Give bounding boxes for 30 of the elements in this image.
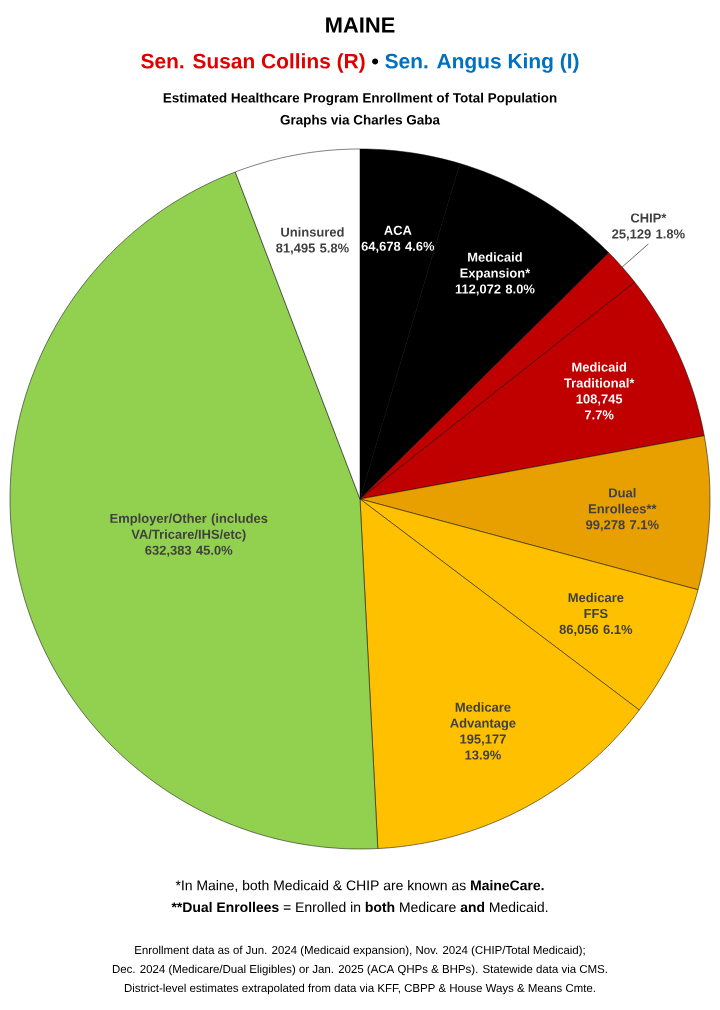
slice-label: Dual Enrollees** <box>588 487 657 514</box>
data-label: 99,278 7.1% <box>586 520 659 532</box>
text: • <box>372 58 379 65</box>
data-label: 112,072 8.0% <box>455 284 535 296</box>
slice-label: Medicaid Expansion* <box>460 252 531 281</box>
slice-label: ACA <box>384 225 412 235</box>
data-label: 81,495 5.8% <box>276 243 349 255</box>
text: Dual Enrollees = Enrolled in both Medicare and Medicaid. <box>183 901 548 913</box>
data-label: 632,383 45.0% <box>145 545 233 557</box>
slice-label: Employer/Other (includes VA/Tricare/IHS/etc) <box>110 513 268 542</box>
text: Sen. Susan Collins (R) <box>141 53 365 73</box>
text: *In Maine, both Medicaid & CHIP are known as MaineCare. <box>175 880 544 892</box>
text: Dec. 2024 (Medicare/Dual Eligibles) or Jan. 2025 (ACA QHPs & BHPs). Statewide data via CMS. <box>112 964 607 976</box>
data-label: 195,177 13.9% <box>460 734 506 760</box>
chart-title: MAINE <box>326 17 395 33</box>
slice-label: CHIP* <box>630 213 667 223</box>
text: Sen. Angus King (I) <box>385 53 579 73</box>
slice-label: Medicare FFS <box>568 592 624 619</box>
slice-label: Medicaid Traditional* <box>564 362 635 388</box>
slice-label: Medicare Advantage <box>450 702 516 731</box>
text: Graphs via Charles Gaba <box>280 114 441 128</box>
data-label: 64,678 4.6% <box>361 241 435 253</box>
chart-subtitle: Estimated Healthcare Program Enrollment of Total Population <box>163 92 557 106</box>
text: Enrollment data as of Jun. 2024 (Medicaid expansion), Nov. 2024 (CHIP/Total Medicaid); <box>135 945 585 957</box>
data-label: 108,745 7.7% <box>576 394 623 420</box>
text: District-level estimates extrapolated from data via KFF, CBPP & House Ways & Means Cmte. <box>124 983 595 995</box>
slice-label: Uninsured <box>281 227 344 237</box>
data-label: 86,056 6.1% <box>559 624 633 636</box>
data-label: 25,129 1.8% <box>612 229 685 241</box>
text: ** <box>171 902 183 908</box>
